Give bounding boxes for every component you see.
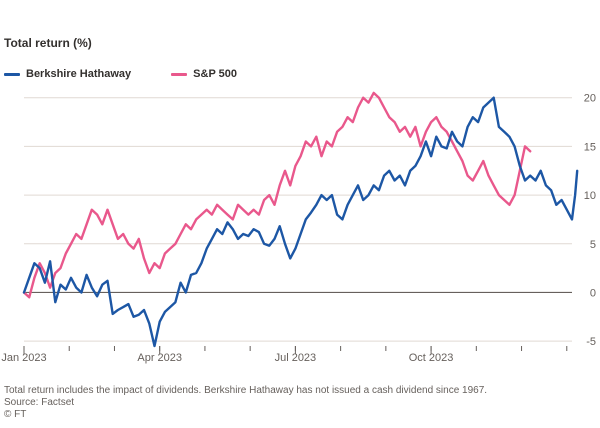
footnote: Total return includes the impact of divi…: [4, 385, 487, 421]
chart-subtitle: Total return (%): [4, 36, 92, 50]
x-tick-label: Jul 2023: [275, 352, 317, 364]
y-tick-label: 10: [584, 190, 596, 202]
legend-label-berkshire: Berkshire Hathaway: [26, 68, 132, 80]
gridlines: [24, 97, 572, 342]
footnote-source: Source: Factset: [4, 397, 75, 408]
series-lines: [22, 91, 579, 348]
series-line-sp500: [22, 91, 532, 299]
y-tick-label: 0: [590, 287, 596, 299]
y-tick-label: 15: [584, 141, 596, 153]
footnote-note: Total return includes the impact of divi…: [4, 385, 488, 396]
y-tick-label: 5: [590, 239, 596, 251]
legend-item-berkshire: Berkshire Hathaway: [4, 68, 131, 80]
legend-swatch-berkshire: [4, 72, 20, 76]
chart-legend: Berkshire Hathaway S&P 500: [4, 68, 277, 80]
x-tick-label: Apr 2023: [137, 352, 182, 364]
legend-item-sp500: S&P 500: [171, 68, 237, 80]
x-tick-label: Jan 2023: [1, 352, 46, 364]
legend-label-sp500: S&P 500: [193, 68, 237, 80]
y-axis: -5 0 5 10 15 20: [584, 93, 596, 348]
series-line-berkshire: [22, 96, 579, 348]
line-chart: -5 0 5 10 15 20 Jan 2023 Apr 2023 Jul 2023 Oct 2…: [1, 91, 596, 364]
footnote-credit: © FT: [4, 409, 27, 420]
x-axis: Jan 2023 Apr 2023 Jul 2023 Oct 2023: [1, 346, 568, 364]
y-tick-label: -5: [586, 336, 596, 348]
legend-swatch-sp500: [171, 72, 188, 76]
y-tick-label: 20: [584, 93, 596, 105]
x-tick-label: Oct 2023: [409, 352, 454, 364]
